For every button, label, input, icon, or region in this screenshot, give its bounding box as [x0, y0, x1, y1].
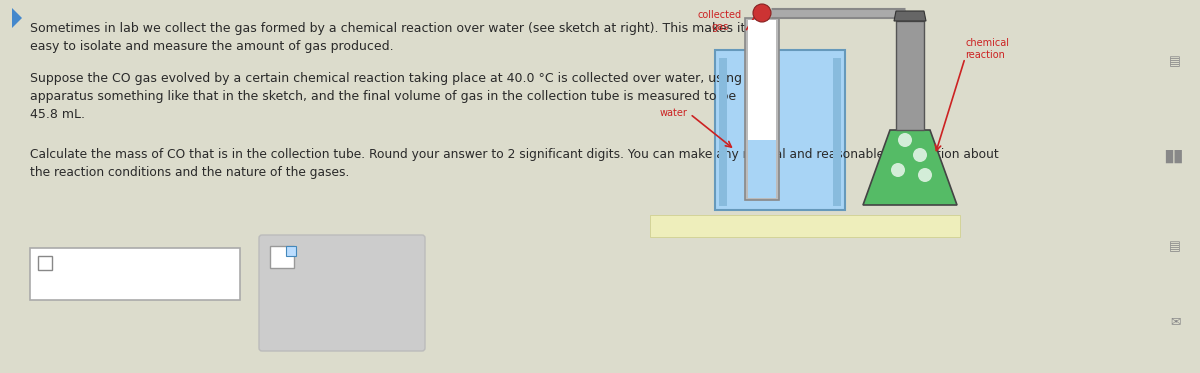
Circle shape: [913, 148, 928, 162]
Text: easy to isolate and measure the amount of gas produced.: easy to isolate and measure the amount o…: [30, 40, 394, 53]
Text: g: g: [56, 257, 64, 270]
FancyBboxPatch shape: [30, 248, 240, 300]
Polygon shape: [12, 8, 22, 28]
Polygon shape: [715, 50, 845, 210]
Text: collected: collected: [698, 10, 742, 20]
Polygon shape: [896, 21, 924, 130]
Text: Suppose the CO gas evolved by a certain chemical reaction taking place at 40.0 °: Suppose the CO gas evolved by a certain …: [30, 72, 762, 85]
Polygon shape: [863, 130, 958, 205]
FancyBboxPatch shape: [259, 235, 425, 351]
Polygon shape: [745, 18, 779, 200]
Text: reaction: reaction: [965, 50, 1004, 60]
Text: ×: ×: [284, 300, 300, 318]
FancyBboxPatch shape: [270, 246, 294, 268]
FancyBboxPatch shape: [38, 256, 52, 270]
Text: ?: ?: [377, 300, 386, 318]
Text: ▊▊: ▊▊: [1165, 150, 1184, 163]
Circle shape: [898, 133, 912, 147]
Text: Calculate the mass of CO that is in the collection tube. Round your answer to 2 : Calculate the mass of CO that is in the …: [30, 148, 998, 161]
Polygon shape: [719, 58, 727, 206]
Text: ↺: ↺: [330, 300, 344, 318]
Text: Sometimes in lab we collect the gas formed by a chemical reaction over water (se: Sometimes in lab we collect the gas form…: [30, 22, 745, 35]
Circle shape: [918, 168, 932, 182]
Text: 45.8 mL.: 45.8 mL.: [30, 108, 85, 121]
FancyBboxPatch shape: [650, 215, 960, 237]
Text: the reaction conditions and the nature of the gases.: the reaction conditions and the nature o…: [30, 166, 349, 179]
FancyBboxPatch shape: [286, 246, 296, 256]
Polygon shape: [833, 58, 841, 206]
Text: chemical: chemical: [965, 38, 1009, 48]
Polygon shape: [748, 20, 776, 140]
Text: ▤: ▤: [1169, 240, 1181, 253]
Text: ✉: ✉: [1170, 315, 1181, 328]
Text: ▤: ▤: [1169, 55, 1181, 68]
Text: Sketch of a gas-collection apparatus: Sketch of a gas-collection apparatus: [710, 219, 900, 229]
Text: gas: gas: [712, 22, 728, 32]
Circle shape: [754, 4, 772, 22]
Text: x10: x10: [296, 252, 312, 261]
Text: apparatus something like that in the sketch, and the final volume of gas in the : apparatus something like that in the ske…: [30, 90, 736, 103]
Polygon shape: [894, 11, 926, 21]
Text: water: water: [660, 108, 688, 118]
Polygon shape: [748, 140, 776, 198]
Circle shape: [890, 163, 905, 177]
